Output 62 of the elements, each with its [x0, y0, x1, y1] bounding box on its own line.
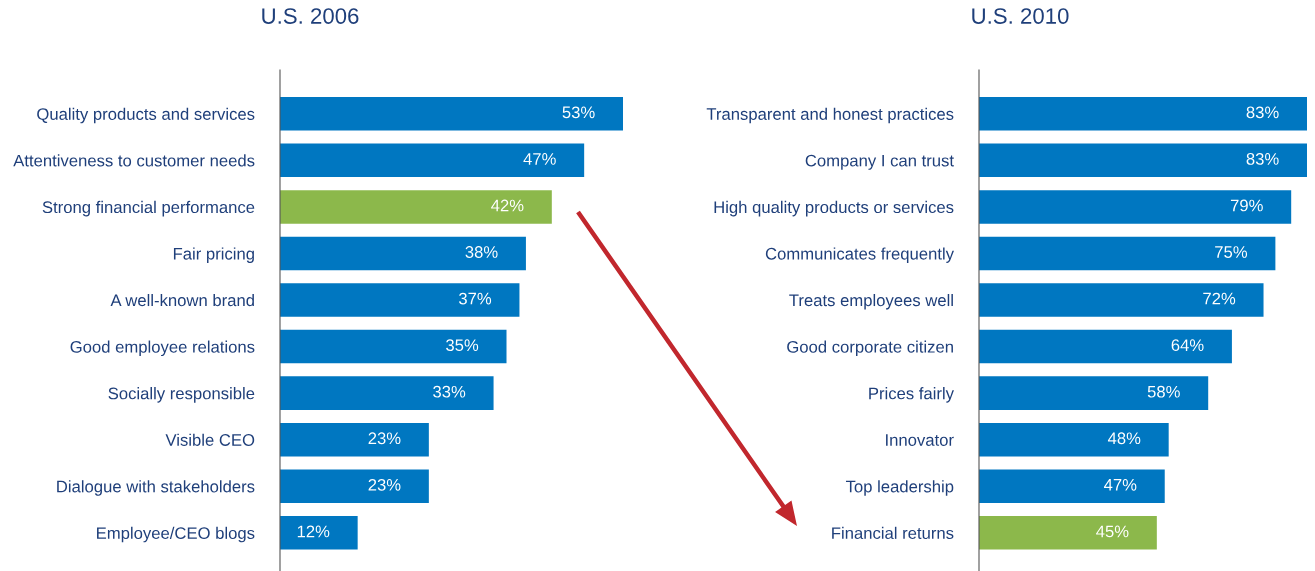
data-label: 58%: [1147, 385, 1180, 398]
bar: [979, 283, 1264, 317]
bar: [280, 422, 429, 457]
chart-title: U.S. 2006: [262, 8, 359, 24]
y-tick-label: Company I can trust: [805, 154, 954, 170]
y-tick-label: A well-known brand: [110, 293, 254, 307]
data-label: 72%: [1203, 292, 1236, 305]
data-label: 12%: [297, 525, 330, 538]
bar: [979, 143, 1307, 178]
data-label: 64%: [1171, 339, 1204, 352]
chart-title: U.S. 2010: [972, 8, 1069, 24]
bar: [979, 422, 1169, 457]
y-tick-label: Quality products and services: [37, 107, 255, 124]
y-tick-label: Top leadership: [845, 480, 954, 496]
y-tick-label: Attentiveness to customer needs: [13, 154, 255, 167]
y-tick-label: Prices fairly: [869, 387, 954, 403]
y-tick-label: Socially responsible: [108, 387, 255, 403]
data-label: 42%: [491, 199, 524, 212]
bar: [280, 97, 623, 131]
bar: [979, 376, 1209, 410]
y-tick-label: Dialogue with stakeholders: [57, 480, 255, 496]
y-tick-label: Good employee relations: [70, 340, 255, 357]
data-label: 35%: [446, 339, 479, 352]
bar: [979, 190, 1292, 224]
bar: [280, 469, 429, 504]
y-tick-label: Employee/CEO blogs: [97, 526, 255, 543]
data-label: 83%: [1246, 106, 1279, 119]
bar: [280, 329, 507, 364]
y-tick-label: Fair pricing: [173, 247, 254, 263]
bar: [979, 516, 1157, 550]
data-label: 83%: [1246, 153, 1279, 165]
data-label: 53%: [562, 106, 595, 119]
data-label: 33%: [433, 385, 466, 398]
data-label: 23%: [368, 478, 401, 491]
data-label: 75%: [1215, 246, 1248, 258]
bar: [979, 236, 1276, 271]
y-tick-label: Innovator: [886, 434, 954, 446]
bar: [280, 190, 552, 224]
y-tick-label: Transparent and honest practices: [706, 107, 954, 124]
y-tick-label: Financial returns: [832, 526, 954, 540]
bar: [280, 516, 358, 550]
data-label: 47%: [1104, 479, 1137, 491]
bar: [979, 97, 1307, 131]
data-label: 38%: [465, 246, 498, 258]
y-tick-label: Communicates frequently: [765, 247, 954, 263]
data-label: 45%: [1096, 525, 1129, 538]
data-label: 37%: [458, 292, 492, 305]
bar: [280, 236, 526, 271]
bar: [280, 376, 494, 410]
y-tick-label: Good corporate citizen: [787, 340, 953, 357]
bar: [280, 143, 585, 178]
y-tick-label: Treats employees well: [789, 293, 953, 310]
y-tick-label: Strong financial performance: [42, 200, 255, 217]
bar: [979, 329, 1232, 364]
data-label: 79%: [1230, 199, 1263, 212]
y-tick-label: Visible CEO: [165, 433, 255, 446]
bar: [280, 283, 520, 317]
bar: [979, 469, 1165, 504]
y-tick-label: High quality products or services: [714, 200, 954, 217]
data-label: 23%: [368, 432, 401, 445]
data-label: 48%: [1107, 432, 1141, 445]
data-label: 47%: [523, 153, 556, 165]
